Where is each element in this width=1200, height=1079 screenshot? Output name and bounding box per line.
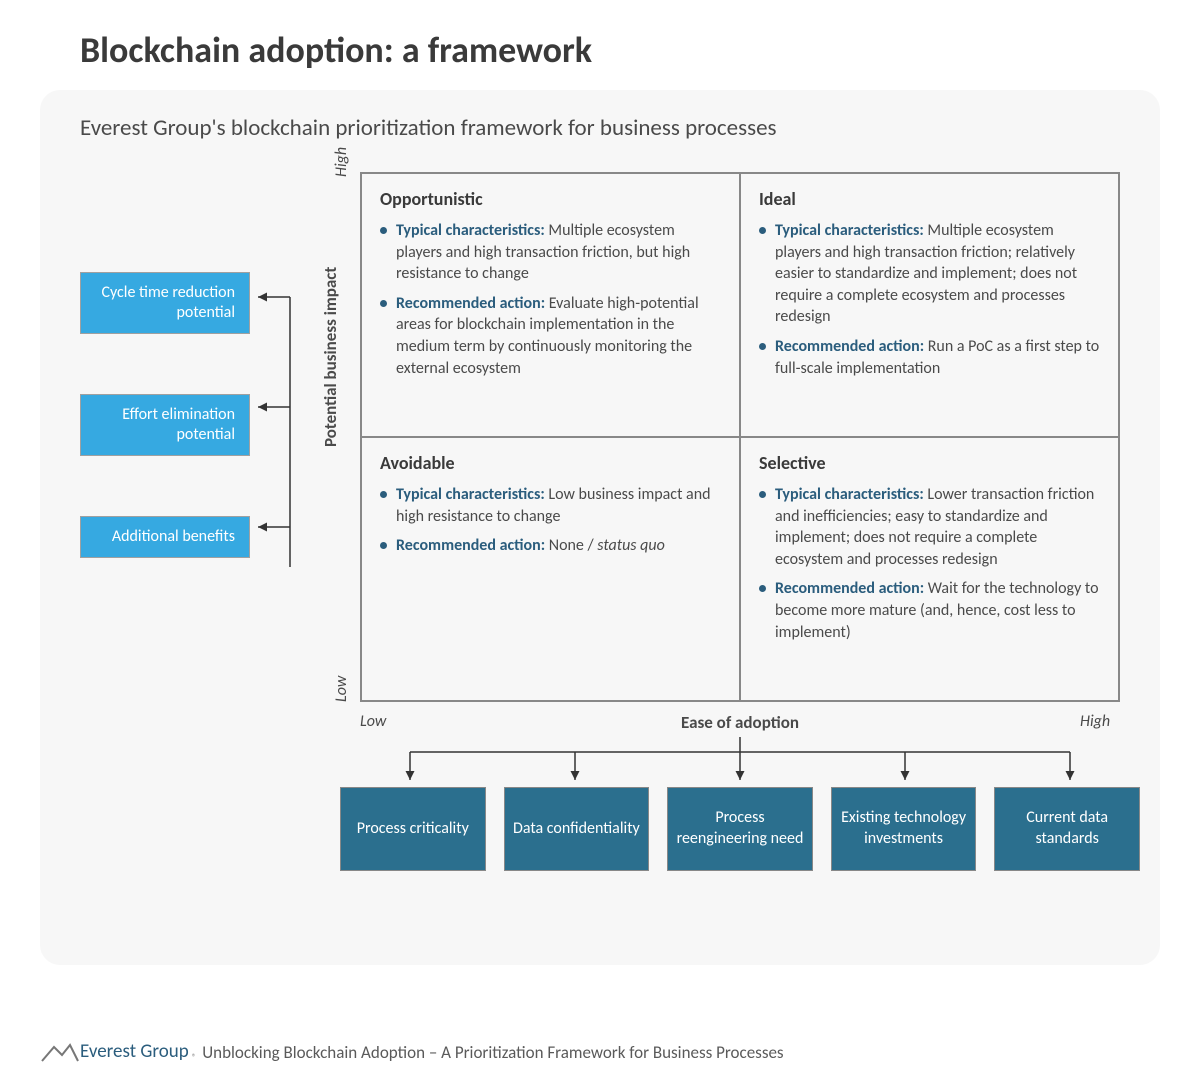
- quad-title: Avoidable: [380, 452, 721, 474]
- y-axis-inputs: Cycle time reduction potential Effort el…: [80, 272, 250, 618]
- x-axis-high-label: High: [1080, 712, 1110, 731]
- quad-action: Recommended action: Evaluate high-potent…: [380, 293, 721, 379]
- quad-action: Recommended action: None / status quo: [380, 535, 721, 557]
- y-input-additional: Additional benefits: [80, 516, 250, 558]
- quadrant-ideal: Ideal Typical characteristics: Multiple …: [740, 173, 1119, 437]
- quadrant-diagram: Cycle time reduction potential Effort el…: [80, 172, 1120, 932]
- y-input-effort: Effort elimination potential: [80, 394, 250, 456]
- quad-title: Ideal: [759, 188, 1100, 210]
- quad-characteristics: Typical characteristics: Multiple ecosys…: [759, 220, 1100, 328]
- footer-caption: Unblocking Blockchain Adoption – A Prior…: [202, 1042, 783, 1063]
- quad-characteristics: Typical characteristics: Low business im…: [380, 484, 721, 527]
- quad-characteristics: Typical characteristics: Lower transacti…: [759, 484, 1100, 570]
- quad-title: Selective: [759, 452, 1100, 474]
- framework-panel: Everest Group's blockchain prioritizatio…: [40, 90, 1160, 965]
- quad-title: Opportunistic: [380, 188, 721, 210]
- quadrant-opportunistic: Opportunistic Typical characteristics: M…: [361, 173, 740, 437]
- y-input-cycle-time: Cycle time reduction potential: [80, 272, 250, 334]
- x-input-existing-tech: Existing technology investments: [831, 787, 977, 871]
- logo-text: Everest Group: [80, 1040, 189, 1063]
- x-input-process-reengineering: Process reengineering need: [667, 787, 813, 871]
- quad-action: Recommended action: Run a PoC as a first…: [759, 336, 1100, 379]
- page-title: Blockchain adoption: a framework: [0, 0, 1200, 90]
- logo-registered: ®: [192, 1052, 197, 1063]
- quadrant-selective: Selective Typical characteristics: Lower…: [740, 437, 1119, 701]
- x-input-data-standards: Current data standards: [994, 787, 1140, 871]
- y-axis-high-label: High: [332, 147, 351, 177]
- quad-characteristics: Typical characteristics: Multiple ecosys…: [380, 220, 721, 285]
- panel-subtitle: Everest Group's blockchain prioritizatio…: [80, 114, 1120, 142]
- logo-roof-icon: [40, 1043, 80, 1063]
- x-input-data-confidentiality: Data confidentiality: [504, 787, 650, 871]
- footer: Everest Group® Unblocking Blockchain Ado…: [40, 1040, 784, 1063]
- x-input-process-criticality: Process criticality: [340, 787, 486, 871]
- x-axis-label: Ease of adoption: [360, 712, 1120, 733]
- y-axis-label: Potential business impact: [320, 267, 341, 447]
- x-axis-inputs: Process criticality Data confidentiality…: [340, 787, 1140, 871]
- everest-logo: Everest Group®: [40, 1040, 196, 1063]
- quad-action: Recommended action: Wait for the technol…: [759, 578, 1100, 643]
- quadrant-grid: Opportunistic Typical characteristics: M…: [360, 172, 1120, 702]
- y-axis-low-label: Low: [332, 676, 351, 702]
- quadrant-avoidable: Avoidable Typical characteristics: Low b…: [361, 437, 740, 701]
